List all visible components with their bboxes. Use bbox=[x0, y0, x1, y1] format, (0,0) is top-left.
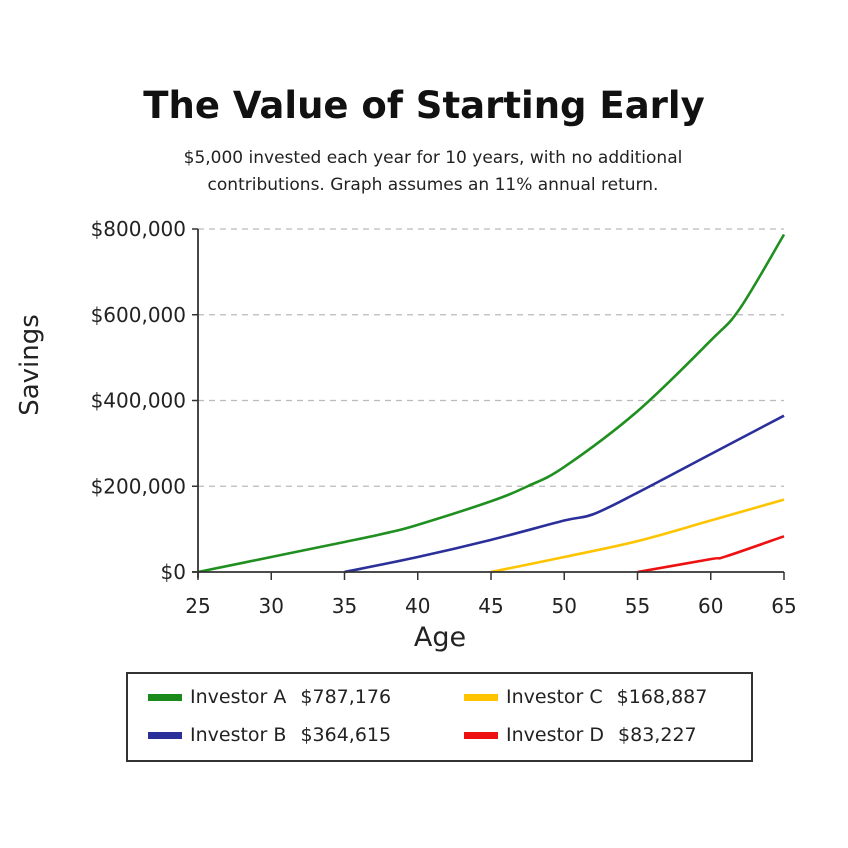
y-tick-label: $400,000 bbox=[91, 389, 186, 413]
data-series bbox=[197, 233, 786, 574]
legend-name: Investor D bbox=[506, 724, 605, 746]
x-tick-label: 65 bbox=[771, 594, 796, 618]
x-tick-label: 45 bbox=[478, 594, 503, 618]
x-tick-label: 35 bbox=[332, 594, 357, 618]
y-tick-label: $800,000 bbox=[91, 217, 186, 241]
legend-swatch-c bbox=[464, 693, 498, 701]
x-axis-label: Age bbox=[413, 622, 467, 653]
legend-name: Investor B bbox=[190, 724, 287, 746]
legend-swatch-d bbox=[464, 731, 498, 739]
subtitle-line-2: contributions. Graph assumes an 11% annu… bbox=[207, 175, 659, 195]
legend-item-investor-a: Investor A $787,176 bbox=[148, 686, 391, 708]
y-tick-label: $0 bbox=[161, 560, 186, 584]
legend-item-investor-b: Investor B $364,615 bbox=[148, 724, 391, 746]
subtitle-line-1: $5,000 invested each year for 10 years, … bbox=[183, 148, 683, 168]
gridlines bbox=[198, 228, 784, 487]
x-tick-label: 50 bbox=[552, 594, 577, 618]
chart-subtitle: $5,000 invested each year for 10 years, … bbox=[0, 145, 848, 199]
legend-name: Investor C bbox=[506, 686, 603, 708]
x-tick-labels: 25 30 35 40 45 50 55 60 65 bbox=[185, 594, 796, 618]
y-tick-label: $200,000 bbox=[91, 474, 186, 498]
y-tick-labels: $0 $200,000 $400,000 $600,000 $800,000 bbox=[91, 217, 186, 584]
chart-title: The Value of Starting Early bbox=[143, 84, 705, 127]
legend-name: Investor A bbox=[190, 686, 287, 708]
x-tick-label: 40 bbox=[405, 594, 430, 618]
legend-swatch-a bbox=[148, 693, 182, 701]
legend: Investor A $787,176 Investor B $364,615 … bbox=[126, 672, 753, 762]
y-axis-label: Savings bbox=[15, 314, 45, 416]
legend-value: $168,887 bbox=[616, 686, 708, 708]
y-tick-label: $600,000 bbox=[91, 303, 186, 327]
x-tick-label: 55 bbox=[625, 594, 650, 618]
series-line-investor-c bbox=[490, 498, 785, 574]
legend-value: $364,615 bbox=[300, 724, 392, 746]
x-tick-label: 30 bbox=[259, 594, 284, 618]
axes bbox=[192, 228, 785, 580]
x-tick-label: 25 bbox=[185, 594, 210, 618]
series-line-investor-a bbox=[197, 233, 786, 574]
legend-value: $83,227 bbox=[618, 724, 697, 746]
legend-value: $787,176 bbox=[300, 686, 392, 708]
x-tick-label: 60 bbox=[698, 594, 723, 618]
legend-swatch-b bbox=[148, 731, 182, 739]
series-line-investor-b bbox=[344, 414, 785, 574]
legend-item-investor-c: Investor C $168,887 bbox=[464, 686, 707, 708]
series-line-investor-d bbox=[637, 535, 785, 574]
legend-item-investor-d: Investor D $83,227 bbox=[464, 724, 697, 746]
